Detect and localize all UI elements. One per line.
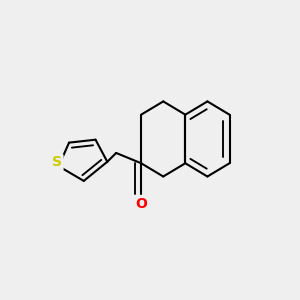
Text: O: O [135,197,147,212]
Text: S: S [52,155,62,170]
